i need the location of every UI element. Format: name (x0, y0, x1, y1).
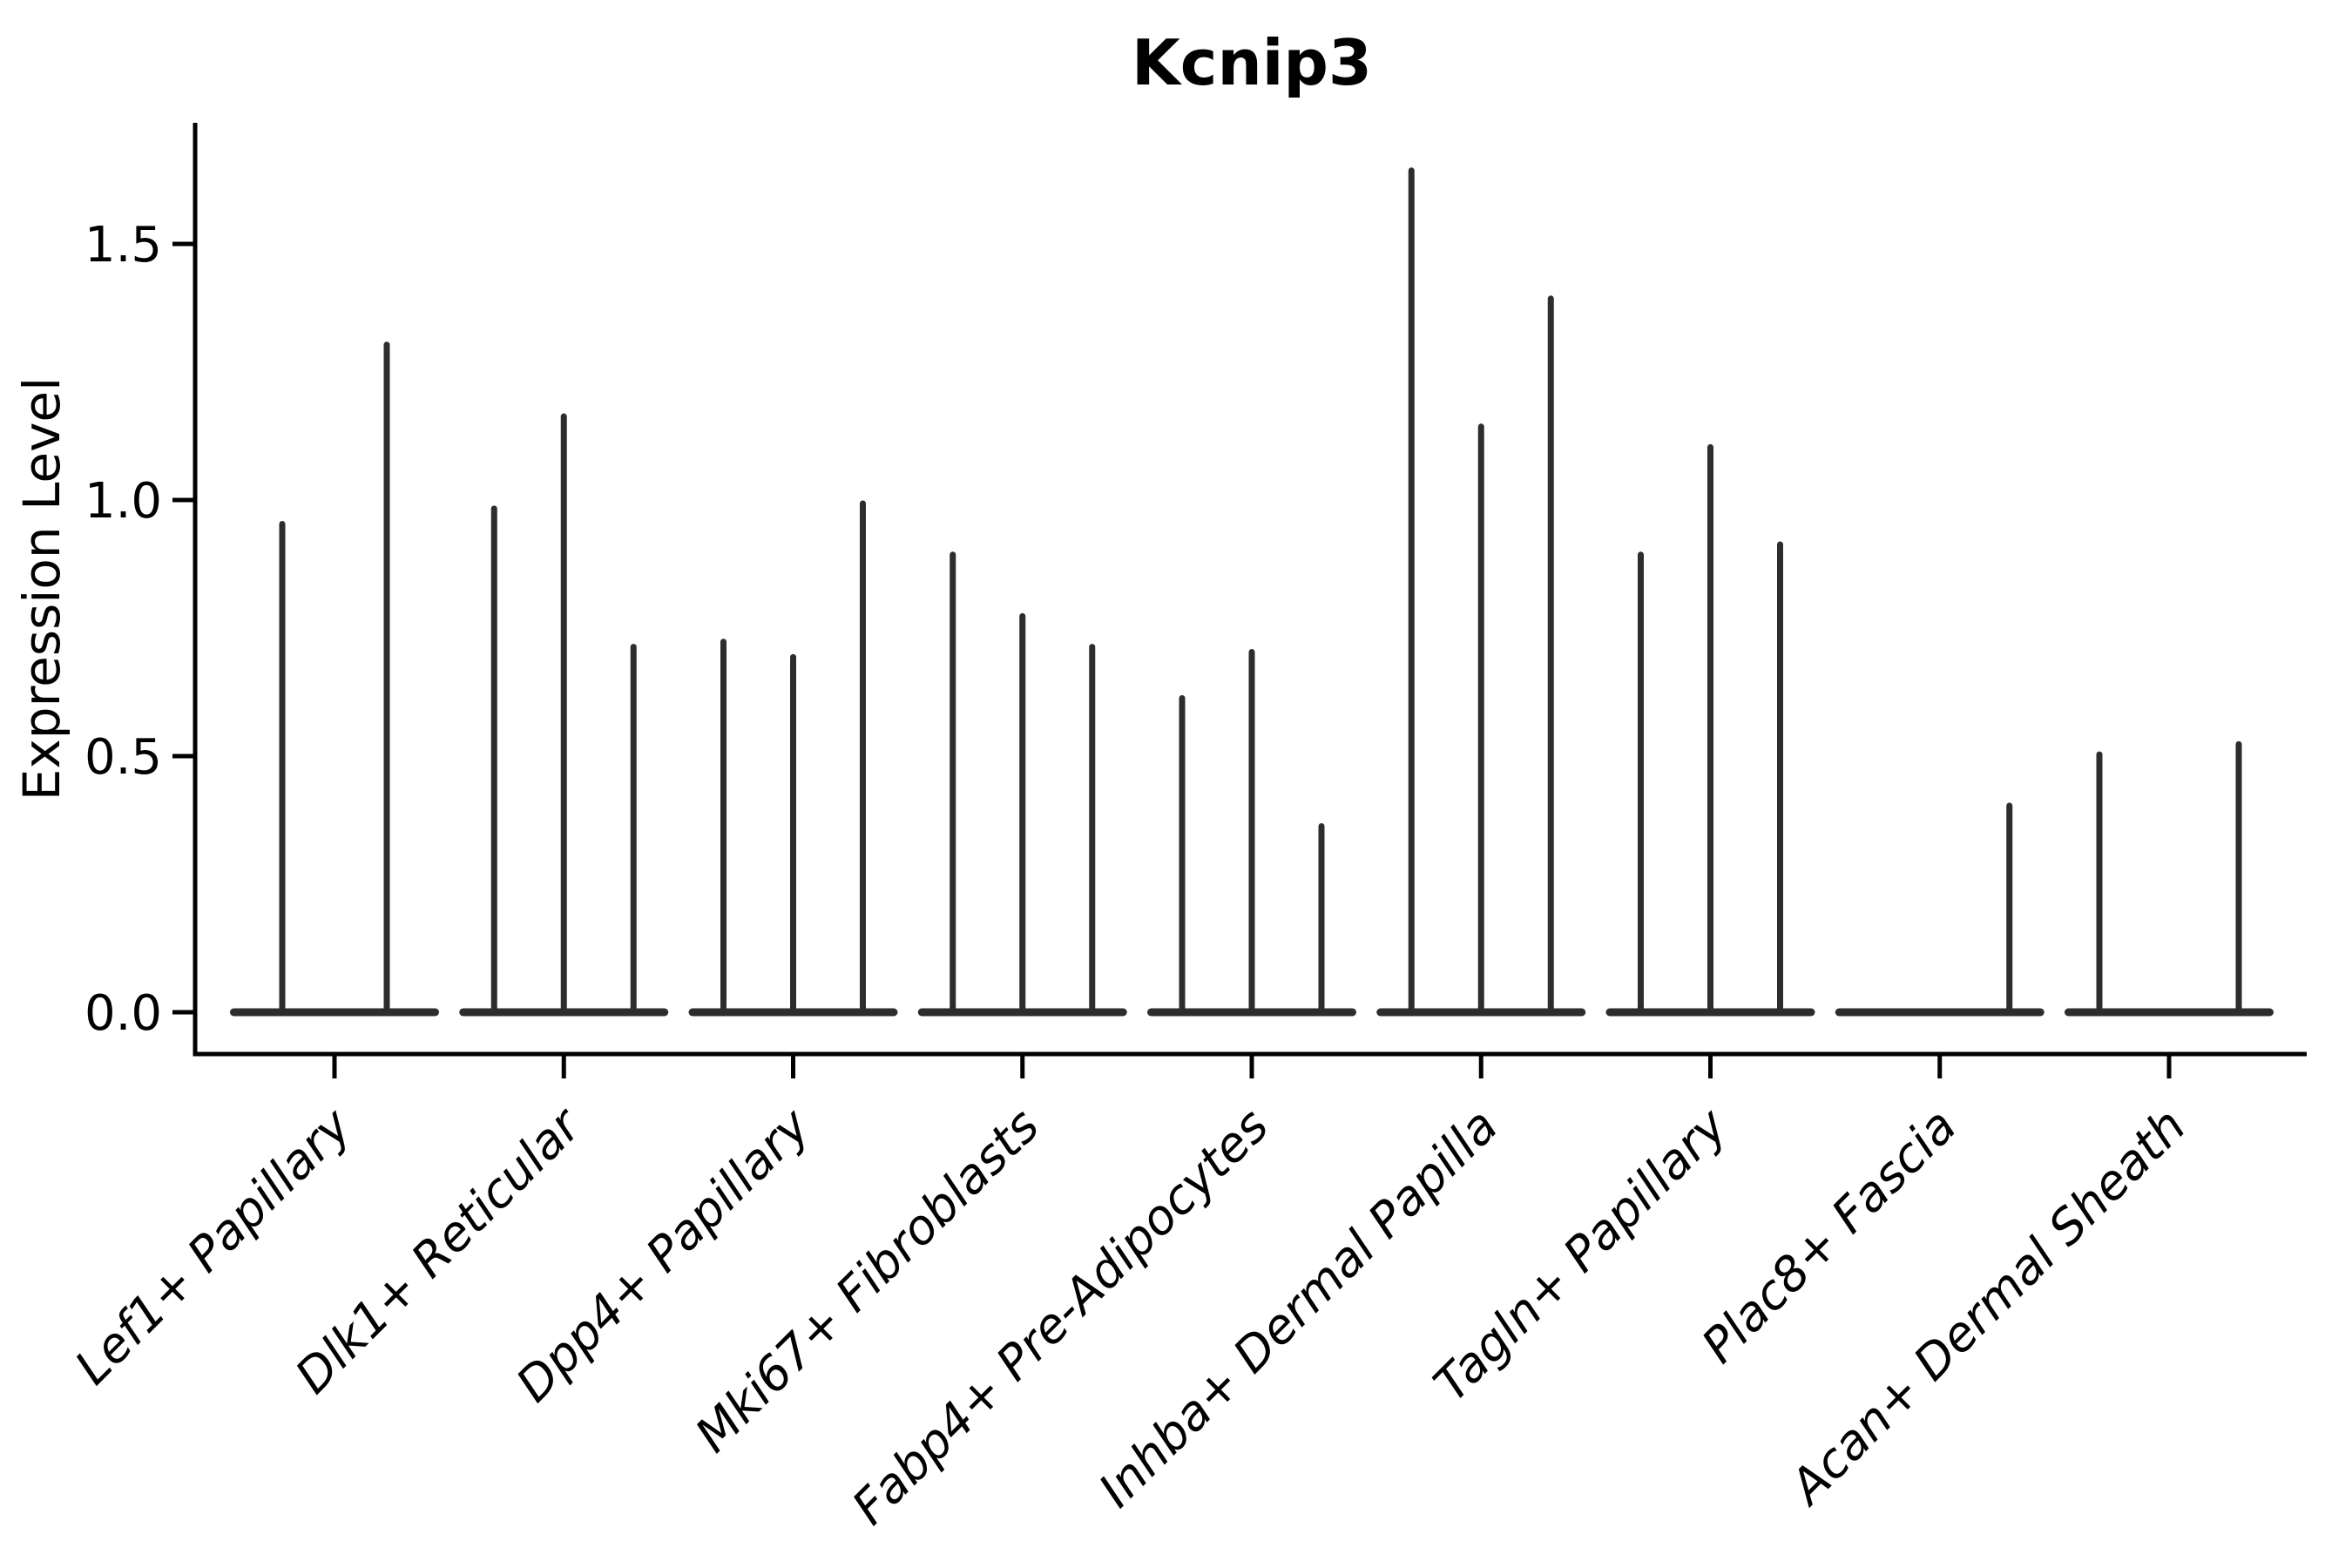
chart-title: Kcnip3 (1132, 26, 1372, 99)
violin-baseline (230, 1008, 439, 1017)
y-tick-label: 1.0 (84, 473, 162, 530)
y-tick-label: 1.5 (84, 217, 162, 274)
y-tick-label: 0.5 (84, 729, 162, 786)
violin-baseline (2065, 1008, 2274, 1017)
violin-baseline (1835, 1008, 2044, 1017)
y-tick-label: 0.0 (84, 985, 162, 1042)
y-axis-label: Expression Level (12, 377, 71, 801)
